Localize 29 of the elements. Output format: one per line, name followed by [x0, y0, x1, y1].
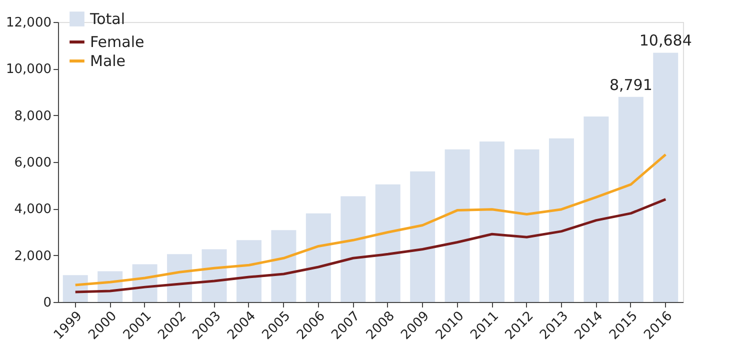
y-tick-label: 8,000	[14, 108, 52, 124]
y-tick-label: 6,000	[14, 156, 52, 170]
y-tick-label: 10,000	[6, 62, 52, 78]
bar	[480, 141, 505, 302]
bar	[202, 249, 227, 302]
legend-label: Male	[90, 52, 126, 70]
legend-label: Total	[89, 10, 126, 28]
y-tick-label: 2,000	[14, 248, 52, 264]
bar	[514, 149, 540, 302]
bar	[410, 171, 436, 302]
line-series	[74, 198, 667, 294]
bar	[584, 116, 609, 302]
bar	[375, 184, 400, 302]
legend-label: Female	[90, 33, 144, 51]
bar	[548, 138, 574, 302]
bar	[444, 149, 470, 302]
y-tick-label: 4,000	[14, 202, 52, 218]
line-series	[74, 153, 667, 286]
bar	[340, 196, 366, 302]
bar	[271, 230, 296, 302]
bar	[618, 96, 644, 302]
bar	[306, 213, 331, 302]
y-tick-label: 12,000	[6, 16, 52, 30]
bar	[653, 52, 678, 302]
y-tick-label: 0	[43, 296, 52, 310]
bar	[236, 240, 262, 302]
data-label: 10,684	[639, 32, 692, 50]
data-label: 8,791	[609, 76, 652, 94]
bar	[62, 275, 88, 302]
